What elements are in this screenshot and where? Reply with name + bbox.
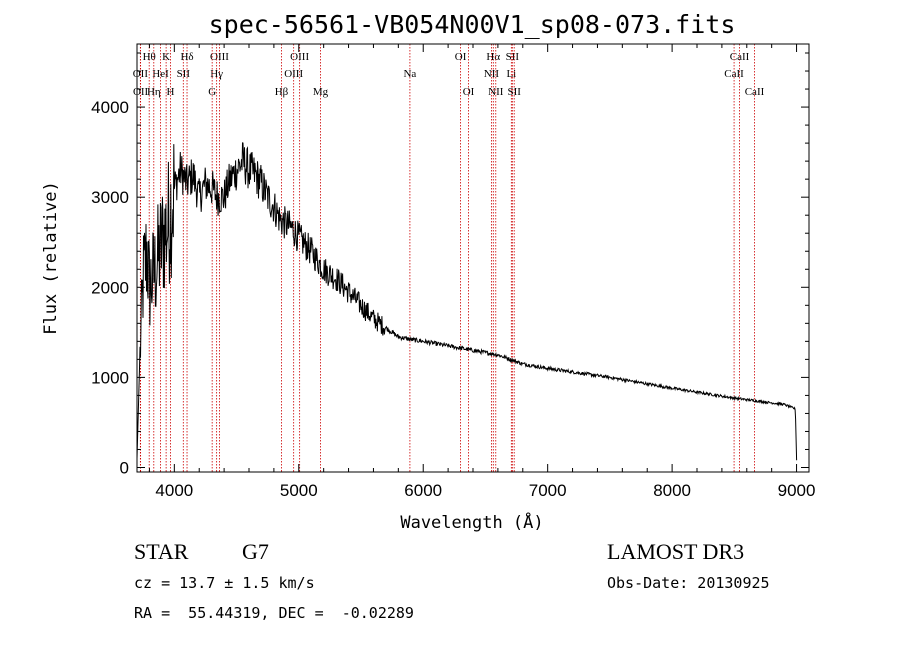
spectral-line-label: NII — [484, 68, 500, 80]
spectral-line-label: Li — [506, 68, 516, 80]
spectral-line-label: G — [208, 86, 216, 98]
y-tick-label: 1000 — [91, 368, 129, 387]
spectral-line-label: Hα — [486, 51, 500, 63]
spectral-line-label: Mg — [313, 86, 329, 98]
spectral-line-label: SII — [177, 68, 191, 80]
x-tick-label: 6000 — [404, 481, 442, 500]
spectral-line-label: NII — [488, 86, 504, 98]
spectral-line-label: Hθ — [143, 51, 156, 63]
y-tick-label: 0 — [120, 458, 129, 477]
spectrum-layer — [136, 142, 798, 461]
chart-title: spec-56561-VB054N00V1_sp08-073.fits — [209, 10, 736, 39]
spectral-line-label: K — [162, 51, 170, 63]
x-tick-label: 4000 — [155, 481, 193, 500]
axis-ticks-layer: 4000 5000 6000 7000 8000 9000 0 1000 2000 3000 400… — [91, 44, 815, 500]
spectral-line-label: OI — [455, 51, 467, 63]
spectral-line-label: Hβ — [275, 86, 289, 98]
y-axis-label: Flux (relative) — [41, 181, 61, 335]
y-tick-label: 2000 — [91, 278, 129, 297]
spectral-line-label: Hη — [147, 86, 161, 98]
spectral-line-label: CaII — [724, 68, 744, 80]
y-tick-label: 3000 — [91, 188, 129, 207]
spectral-line-label: Na — [403, 68, 416, 80]
spectral-line-label: CaII — [730, 51, 750, 63]
obs-date: Obs-Date: 20130925 — [607, 574, 770, 592]
spectral-line-label: OIII — [210, 51, 229, 63]
x-axis-label: Wavelength (Å) — [400, 511, 543, 533]
spectral-line-label: Hδ — [180, 51, 193, 63]
spectral-line-label: SII — [506, 51, 520, 63]
coordinates: RA = 55.44319, DEC = -0.02289 — [134, 604, 414, 622]
spectral-line-label: HeI — [152, 68, 169, 80]
spectral-line-label: OIII — [290, 51, 309, 63]
y-tick-label: 4000 — [91, 98, 129, 117]
object-class: STAR — [134, 539, 189, 564]
x-tick-label: 9000 — [778, 481, 816, 500]
x-tick-label: 7000 — [529, 481, 567, 500]
spectral-line-label: OI — [463, 86, 475, 98]
x-tick-label: 5000 — [280, 481, 318, 500]
spectral-line-label: H — [166, 86, 174, 98]
spectral-line-label: SII — [507, 86, 521, 98]
spectral-line-label: Hγ — [210, 68, 223, 80]
spectral-line-label: CaII — [745, 86, 765, 98]
redshift-readout: cz = 13.7 ± 1.5 km/s — [134, 574, 315, 592]
spectrum-line — [136, 142, 798, 461]
survey-name: LAMOST DR3 — [607, 539, 745, 564]
spectral-line-label: OIII — [284, 68, 303, 80]
subclass: G7 — [242, 539, 269, 564]
plot-frame — [136, 43, 810, 473]
x-tick-label: 8000 — [653, 481, 691, 500]
